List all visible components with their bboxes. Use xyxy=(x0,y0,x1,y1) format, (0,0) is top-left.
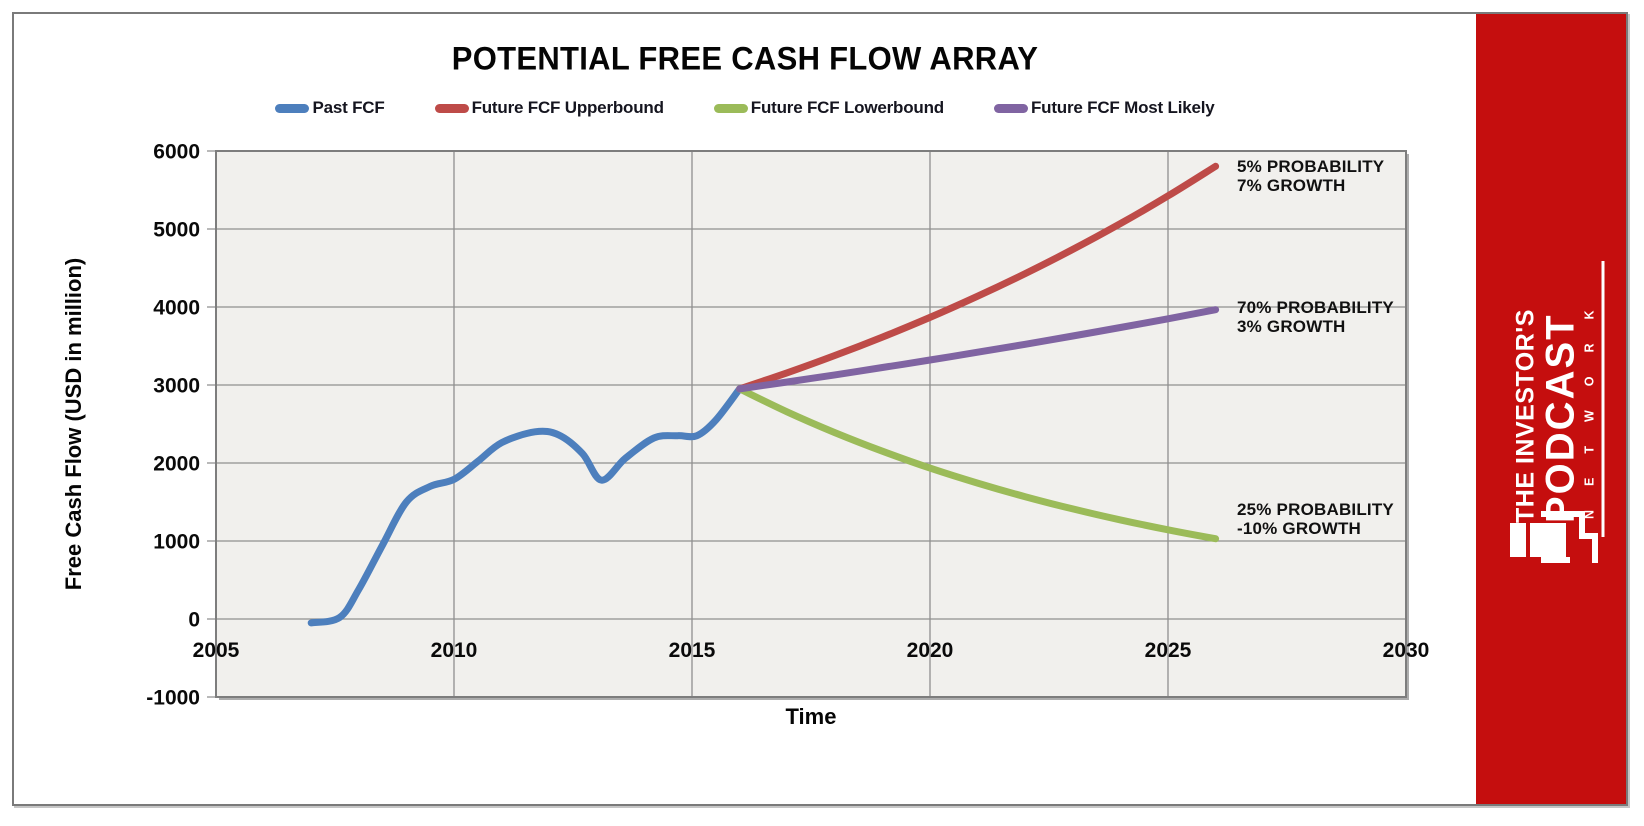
legend-label: Future FCF Upperbound xyxy=(471,98,664,117)
legend: Past FCF Future FCF Upperbound Future FCF … xyxy=(14,98,1476,118)
y-tick-label: 6000 xyxy=(153,141,200,164)
plot-area: -1000 0 1000 2000 3000 4000 5000 6000 2005 2010 20… xyxy=(146,141,1429,710)
legend-item: Future FCF Lowerbound xyxy=(713,98,944,118)
y-axis-title: Free Cash Flow (USD in million) xyxy=(61,257,86,591)
legend-item: Past FCF xyxy=(275,98,385,118)
legend-marker-icon xyxy=(993,103,1028,113)
brand-lockup: THE INVESTOR'S PODCAST NETWORK xyxy=(1511,261,1605,537)
legend-marker-icon xyxy=(713,103,748,113)
series-line-future-fcf-upperbound xyxy=(736,162,1220,393)
brand-rule xyxy=(1601,261,1605,537)
series-line-future-fcf-most-likely xyxy=(736,306,1220,393)
chart-frame: POTENTIAL FREE CASH FLOW ARRAY Past FCF F… xyxy=(12,12,1628,806)
y-tick-label: -1000 xyxy=(146,687,200,710)
brand-name-top: THE INVESTOR'S xyxy=(1511,309,1540,523)
y-tick-label: 5000 xyxy=(153,219,200,242)
podcast-logo-icon xyxy=(1510,511,1598,563)
legend-item: Future FCF Upperbound xyxy=(434,98,664,118)
y-tick-label: 2000 xyxy=(153,453,200,476)
y-tick-label: 1000 xyxy=(153,531,200,554)
annotation-line: 25% PROBABILITY xyxy=(1237,500,1394,519)
annotation-line: 3% GROWTH xyxy=(1237,317,1346,336)
annotation-most-likely: 70% PROBABILITY 3% GROWTH xyxy=(1237,298,1427,336)
legend-label: Future FCF Lowerbound xyxy=(750,98,944,117)
x-tick-label: 2005 xyxy=(193,639,240,662)
plot-canvas: -1000 0 1000 2000 3000 4000 5000 6000 2005 2010 20… xyxy=(146,141,1429,710)
annotation-line: 70% PROBABILITY xyxy=(1237,298,1394,317)
brand-network-label: NETWORK xyxy=(1582,286,1597,519)
annotation-line: 5% PROBABILITY xyxy=(1237,157,1385,176)
legend-item: Future FCF Most Likely xyxy=(993,98,1215,118)
annotation-line: -10% GROWTH xyxy=(1237,519,1362,538)
x-tick-label: 2010 xyxy=(431,639,478,662)
chart-title: POTENTIAL FREE CASH FLOW ARRAY xyxy=(451,39,1039,78)
chart-region: POTENTIAL FREE CASH FLOW ARRAY Past FCF F… xyxy=(14,14,1476,804)
y-tick-label: 4000 xyxy=(153,297,200,320)
y-tick-label: 0 xyxy=(188,609,200,632)
legend-label: Past FCF xyxy=(312,98,385,117)
legend-marker-icon xyxy=(275,103,310,113)
x-tick-label: 2015 xyxy=(669,639,716,662)
y-tick-label: 3000 xyxy=(153,375,200,398)
series-line-past-fcf xyxy=(307,385,744,627)
legend-label: Future FCF Most Likely xyxy=(1030,98,1215,117)
brand-name-main: PODCAST xyxy=(1538,313,1583,523)
series-line-future-fcf-lowerbound xyxy=(736,385,1220,543)
brand-sidebar: THE INVESTOR'S PODCAST NETWORK xyxy=(1476,14,1626,804)
annotation-lowerbound: 25% PROBABILITY -10% GROWTH xyxy=(1237,500,1427,538)
x-tick-label: 2025 xyxy=(1145,639,1192,662)
annotation-line: 7% GROWTH xyxy=(1237,176,1346,195)
plot-border xyxy=(215,150,1407,698)
x-tick-label: 2030 xyxy=(1383,639,1430,662)
annotation-upperbound: 5% PROBABILITY 7% GROWTH xyxy=(1237,157,1427,195)
legend-marker-icon xyxy=(434,103,469,113)
x-axis-title: Time xyxy=(785,704,837,729)
x-tick-label: 2020 xyxy=(907,639,954,662)
